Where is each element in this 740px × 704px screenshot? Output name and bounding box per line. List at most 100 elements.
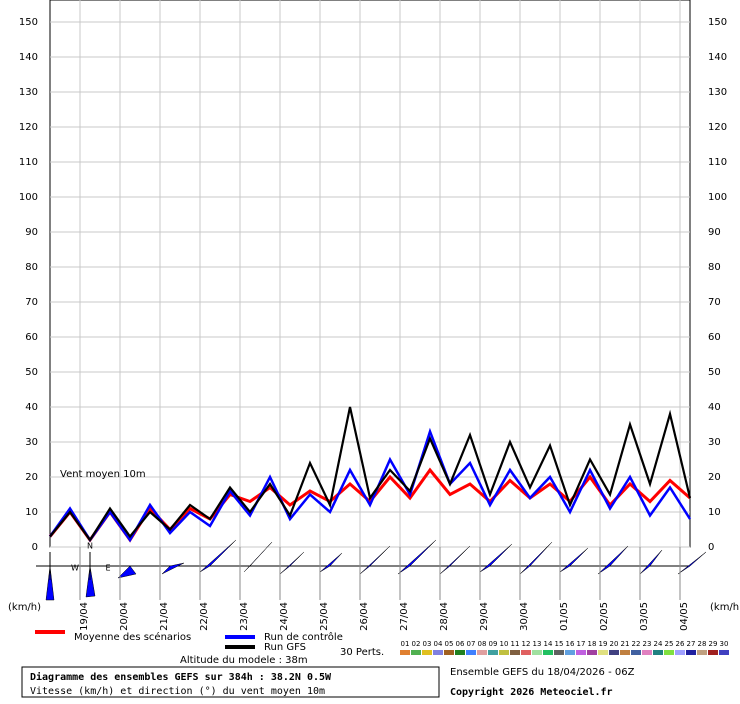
copyright: Copyright 2026 Meteociel.fr xyxy=(450,686,613,698)
pert-label: 01 xyxy=(401,640,410,648)
rose xyxy=(639,549,663,575)
pert-label: 24 xyxy=(654,640,663,648)
pert-swatch xyxy=(719,650,729,655)
pert-label: 08 xyxy=(478,640,487,648)
pert-swatch xyxy=(499,650,509,655)
rose xyxy=(597,545,629,575)
rose xyxy=(161,562,185,575)
rose xyxy=(117,565,137,579)
compass xyxy=(36,552,104,580)
pert-label: 15 xyxy=(555,640,564,648)
x-tick-label: 20/04 xyxy=(119,602,130,631)
y2-tick-label: 90 xyxy=(708,227,721,238)
y2-tick-label: 70 xyxy=(708,297,721,308)
y2-tick-label: 80 xyxy=(708,262,721,273)
pert-label: 18 xyxy=(588,640,597,648)
rose xyxy=(397,539,437,575)
annotation: Vent moyen 10m xyxy=(60,469,146,480)
rose xyxy=(479,543,513,573)
x-tick-label: 27/04 xyxy=(399,602,410,631)
x-tick-label: 23/04 xyxy=(239,602,250,631)
x-tick-label: 30/04 xyxy=(519,602,530,631)
y2-tick-label: 50 xyxy=(708,367,721,378)
pert-label: 29 xyxy=(709,640,718,648)
rose xyxy=(359,545,391,575)
pert-swatch xyxy=(686,650,696,655)
series-line xyxy=(49,406,692,542)
pert-label: 19 xyxy=(599,640,608,648)
y-tick-label: 90 xyxy=(25,227,38,238)
pert-label: 28 xyxy=(698,640,707,648)
unit-left: (km/h) xyxy=(8,602,41,613)
pert-label: 10 xyxy=(500,640,509,648)
rose xyxy=(319,552,343,573)
y-tick-label: 30 xyxy=(25,437,38,448)
run-info: Ensemble GEFS du 18/04/2026 - 06Z xyxy=(450,667,635,678)
pert-label: 23 xyxy=(643,640,652,648)
y-tick-label: 80 xyxy=(25,262,38,273)
pert-label: 09 xyxy=(489,640,498,648)
pert-swatch xyxy=(675,650,685,655)
pert-swatch xyxy=(697,650,707,655)
y-tick-label: 50 xyxy=(25,367,38,378)
rose xyxy=(677,551,707,575)
x-tick-label: 28/04 xyxy=(439,602,450,631)
x-tick-label: 29/04 xyxy=(479,602,490,631)
pert-label: 03 xyxy=(423,640,432,648)
unit-right: (km/h) xyxy=(710,602,740,613)
y-tick-label: 130 xyxy=(19,87,38,98)
pert-label: 21 xyxy=(621,640,630,648)
pert-swatch xyxy=(620,650,630,655)
compass-n: N xyxy=(87,542,93,551)
x-tick-label: 25/04 xyxy=(319,602,330,631)
box-subtitle: Vitesse (km/h) et direction (°) du vent … xyxy=(30,686,325,697)
legend-label: Run GFS xyxy=(264,642,306,653)
y2-tick-label: 110 xyxy=(708,157,727,168)
rose xyxy=(199,539,237,573)
rose xyxy=(45,565,55,601)
pert-swatch xyxy=(664,650,674,655)
wind-roses xyxy=(45,539,707,601)
x-tick-label: 01/05 xyxy=(559,602,570,631)
x-tick-label: 19/04 xyxy=(79,602,90,631)
y-tick-label: 110 xyxy=(19,157,38,168)
x-tick-label: 02/05 xyxy=(599,602,610,631)
info-box xyxy=(21,666,440,698)
pert-swatch xyxy=(631,650,641,655)
pert-swatch xyxy=(422,650,432,655)
pert-swatch xyxy=(510,650,520,655)
x-tick-label: 03/05 xyxy=(639,602,650,631)
pert-swatch xyxy=(444,650,454,655)
rose xyxy=(519,541,553,575)
rose xyxy=(243,541,273,573)
rose xyxy=(559,547,589,573)
altitude: Altitude du modele : 38m xyxy=(180,655,308,666)
compass-w: W xyxy=(71,564,79,573)
pert-swatch xyxy=(466,650,476,655)
y-tick-label: 150 xyxy=(19,17,38,28)
y-tick-label: 140 xyxy=(19,52,38,63)
y2-tick-label: 30 xyxy=(708,437,721,448)
y-tick-label: 120 xyxy=(19,122,38,133)
y-tick-label: 70 xyxy=(25,297,38,308)
pert-label: 16 xyxy=(566,640,575,648)
y2-tick-label: 60 xyxy=(708,332,721,343)
rose xyxy=(439,545,471,575)
x-tick-label: 22/04 xyxy=(199,602,210,631)
y-tick-label: 60 xyxy=(25,332,38,343)
perts-label: 30 Perts. xyxy=(340,647,384,658)
pert-swatch xyxy=(433,650,443,655)
compass-e: E xyxy=(105,564,110,573)
pert-label: 22 xyxy=(632,640,641,648)
pert-swatch xyxy=(455,650,465,655)
pert-label: 13 xyxy=(533,640,542,648)
y2-tick-label: 120 xyxy=(708,122,727,133)
pert-swatch xyxy=(576,650,586,655)
y2-tick-label: 100 xyxy=(708,192,727,203)
box-title: Diagramme des ensembles GEFS sur 384h : … xyxy=(30,671,332,683)
pert-label: 20 xyxy=(610,640,619,648)
pert-label: 05 xyxy=(445,640,454,648)
pert-swatch xyxy=(400,650,410,655)
pert-label: 17 xyxy=(577,640,586,648)
